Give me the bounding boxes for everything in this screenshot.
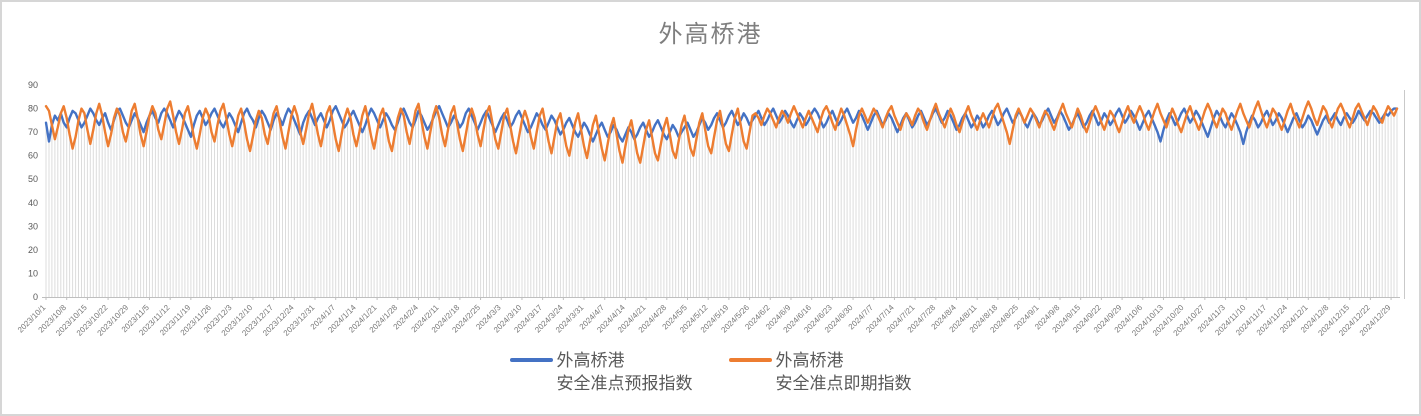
y-axis-label: 60	[28, 151, 38, 161]
y-axis-label: 80	[28, 104, 38, 114]
legend-item-spot-index[interactable]: 外高桥港 安全准点即期指数	[728, 349, 912, 395]
legend-label-spot: 外高桥港 安全准点即期指数	[776, 349, 912, 395]
drop-lines	[45, 109, 1398, 297]
legend-item-forecast-index[interactable]: 外高桥港 安全准点预报指数	[509, 349, 693, 395]
legend-label-spot-line2: 安全准点即期指数	[775, 374, 912, 393]
y-axis-label: 90	[28, 80, 38, 90]
x-axis-labels: 2023/10/12023/10/82023/10/152023/10/2220…	[16, 303, 1393, 338]
y-axis-label: 10	[28, 268, 38, 278]
x-axis	[42, 297, 1400, 300]
series-spot-line[interactable]	[44, 100, 1399, 164]
chart-title: 外高桥港	[658, 21, 763, 48]
y-axis-label: 0	[33, 292, 38, 302]
legend-label-forecast-line2: 安全准点预报指数	[556, 374, 693, 393]
legend-label-forecast: 外高桥港 安全准点预报指数	[557, 349, 693, 395]
y-axis-label: 20	[28, 245, 38, 255]
legend-swatch-spot-line	[728, 358, 772, 362]
y-axis-label: 70	[28, 127, 38, 137]
y-axis-label: 30	[28, 221, 38, 231]
legend-swatch-forecast-line	[509, 358, 553, 362]
y-axis-labels: 0 10 20 30 40 50 60 70 80 90	[28, 80, 38, 302]
y-axis-label: 40	[28, 198, 38, 208]
legend-label-spot-line1: 外高桥港	[775, 351, 844, 370]
legend-label-forecast-line1: 外高桥港	[556, 351, 625, 370]
y-axis-label: 50	[28, 174, 38, 184]
chart-legend: 外高桥港 安全准点预报指数 外高桥港 安全准点即期指数	[509, 349, 912, 395]
